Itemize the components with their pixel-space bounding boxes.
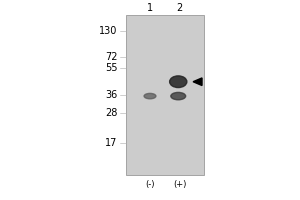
Text: 28: 28 <box>105 108 117 118</box>
Text: 17: 17 <box>105 138 117 148</box>
Text: (+): (+) <box>173 180 186 189</box>
Ellipse shape <box>169 76 187 88</box>
Ellipse shape <box>144 93 156 99</box>
Text: 1: 1 <box>147 3 153 13</box>
Text: 72: 72 <box>105 52 117 62</box>
Text: (-): (-) <box>145 180 155 189</box>
Text: 130: 130 <box>99 26 117 36</box>
Ellipse shape <box>171 92 186 100</box>
Polygon shape <box>193 78 202 86</box>
Text: 55: 55 <box>105 63 117 73</box>
Bar <box>126 15 203 175</box>
Text: 2: 2 <box>177 3 183 13</box>
Text: 36: 36 <box>105 90 117 100</box>
